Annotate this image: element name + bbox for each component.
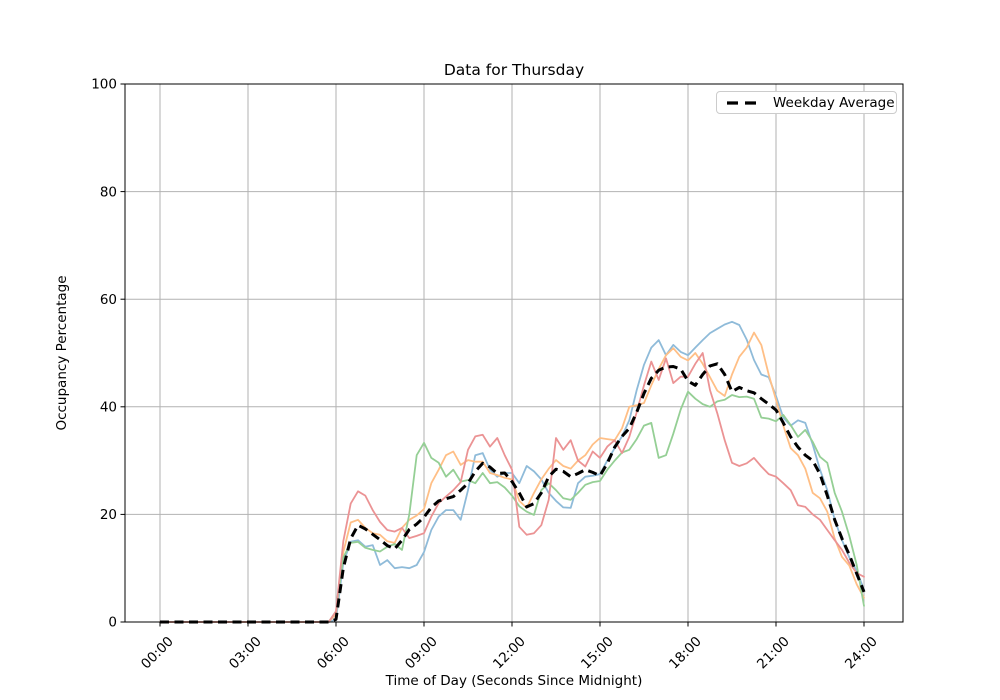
y-tick-label: 80 (100, 184, 117, 200)
x-tick-label: 12:00 (490, 634, 529, 673)
x-tick-label: 09:00 (402, 634, 441, 673)
x-tick-label: 00:00 (138, 634, 177, 673)
axes-spines (124, 83, 904, 623)
y-tick-label: 20 (100, 507, 117, 523)
x-ticks (159, 622, 865, 627)
x-tick-label: 21:00 (754, 634, 793, 673)
chart-title: Data for Thursday (443, 61, 585, 79)
x-tick-label: 03:00 (226, 634, 265, 673)
y-tick-label: 0 (108, 615, 117, 631)
x-tick-labels: 00:00 03:00 06:00 09:00 12:00 15:00 18:00 21:00… (138, 634, 881, 673)
legend-label: Weekday Average (773, 94, 895, 111)
y-tick-labels: 0 20 40 60 80 100 (91, 77, 117, 631)
y-tick-label: 100 (91, 77, 117, 93)
dashed-line-icon (727, 100, 763, 105)
x-axis-label: Time of Day (Seconds Since Midnight) (385, 673, 643, 689)
y-tick-label: 40 (100, 400, 117, 416)
y-ticks (120, 83, 125, 623)
y-tick-label: 60 (100, 292, 117, 308)
x-tick-label: 15:00 (578, 634, 617, 673)
y-axis-label-text: Occupancy Percentage (54, 275, 70, 431)
legend: Weekday Average (716, 91, 897, 114)
x-tick-label: 06:00 (314, 634, 353, 673)
x-tick-label: 24:00 (842, 634, 881, 673)
gridlines (125, 83, 903, 622)
x-tick-label: 18:00 (666, 634, 705, 673)
